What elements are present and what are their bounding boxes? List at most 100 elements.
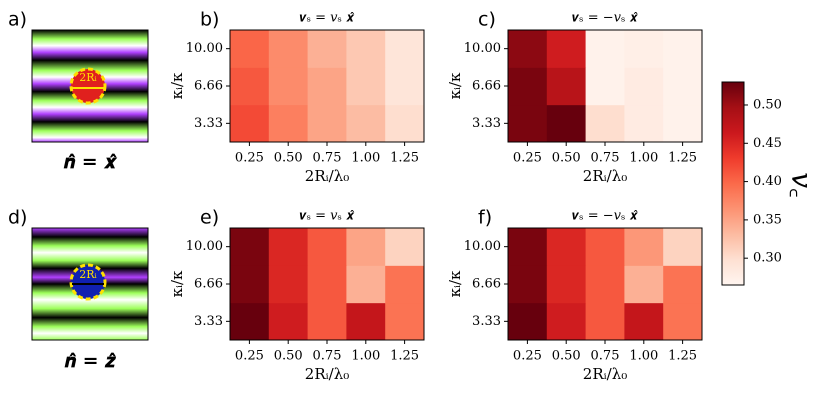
heatmap-cell — [268, 265, 309, 304]
heatmap-cell — [585, 228, 625, 266]
caption: 𝒏̂ = 𝒙̂ — [63, 151, 118, 173]
heatmap-cell — [585, 302, 625, 341]
caption: 𝒏̂ = 𝒛̂ — [64, 350, 116, 372]
x-tick-label: 0.25 — [513, 349, 542, 364]
colorbar-label: 𝑣꜀ — [786, 172, 819, 198]
y-tick-label: 6.66 — [472, 79, 501, 94]
x-tick-label: 0.25 — [235, 151, 264, 166]
x-tick-label: 0.25 — [513, 151, 542, 166]
heatmap-cell — [624, 30, 664, 68]
panel-label: c) — [478, 9, 496, 31]
heatmap-cell — [585, 104, 625, 143]
y-axis-label: κᵢ/κ — [168, 72, 186, 99]
heatmap-cell — [307, 228, 347, 266]
y-tick-label: 10.00 — [464, 41, 501, 56]
x-axis-label: 2Rᵢ/λ₀ — [583, 167, 627, 185]
colorbar-tick-label: 0.45 — [753, 136, 782, 151]
heatmap-cell — [585, 265, 625, 304]
heatmap-cell — [663, 30, 703, 68]
heatmap-cell — [307, 265, 347, 304]
y-tick-label: 10.00 — [464, 239, 501, 254]
heatmap-cell — [508, 30, 548, 68]
colorbar-tick-label: 0.50 — [753, 97, 782, 112]
heatmap-cell — [546, 67, 587, 106]
heatmap-cell — [585, 67, 625, 106]
heatmap-cell — [268, 302, 309, 341]
x-tick-label: 0.50 — [274, 151, 303, 166]
panel-label: d) — [8, 207, 27, 229]
x-tick-label: 0.50 — [274, 349, 303, 364]
heatmap-cell — [385, 67, 425, 106]
x-tick-label: 1.00 — [629, 151, 658, 166]
y-axis-label: κᵢ/κ — [446, 270, 464, 297]
y-tick-label: 6.66 — [472, 277, 501, 292]
chart-title: 𝒗ₛ = −𝑣ₛ 𝒙̂ — [572, 11, 638, 26]
heatmap-cell — [230, 265, 270, 304]
heatmap-cell — [508, 228, 548, 266]
colorbar-tick-label: 0.40 — [753, 174, 782, 189]
heatmap-cell — [663, 302, 703, 341]
x-axis-label: 2Rᵢ/λ₀ — [583, 365, 627, 383]
colorbar-tick-label: 0.30 — [753, 251, 782, 266]
x-tick-label: 0.75 — [591, 151, 620, 166]
panel-label: e) — [200, 207, 219, 229]
y-axis-label: κᵢ/κ — [446, 72, 464, 99]
heatmap-cell — [230, 67, 270, 106]
x-tick-label: 1.00 — [351, 151, 380, 166]
y-tick-label: 3.33 — [194, 314, 223, 329]
y-axis-label: κᵢ/κ — [168, 270, 186, 297]
y-tick-label: 10.00 — [186, 239, 223, 254]
x-tick-label: 1.25 — [668, 151, 697, 166]
y-tick-label: 6.66 — [194, 79, 223, 94]
heatmap-cell — [346, 302, 386, 341]
heatmap-cell — [385, 228, 425, 266]
annotation: 2Rᵢ — [79, 71, 97, 84]
heatmap-cell — [546, 30, 587, 68]
inclusion — [69, 263, 107, 301]
x-tick-label: 0.50 — [552, 151, 581, 166]
heatmap-cell — [307, 67, 347, 106]
heatmap-cell — [230, 30, 270, 68]
colorbar-tick-label: 0.35 — [753, 212, 782, 227]
heatmap-cell — [624, 228, 664, 266]
heatmap-cell — [268, 228, 309, 266]
x-tick-label: 1.25 — [390, 151, 419, 166]
heatmap-cell — [385, 265, 425, 304]
heatmap-cell — [268, 30, 309, 68]
chart-title: 𝒗ₛ = −𝑣ₛ 𝒙̂ — [572, 209, 638, 224]
heatmap-cell — [663, 67, 703, 106]
heatmap-cell — [624, 104, 664, 143]
annotation: 2Rᵢ — [79, 268, 97, 281]
x-tick-label: 1.25 — [390, 349, 419, 364]
heatmap-cell — [385, 104, 425, 143]
x-axis-label: 2Rᵢ/λ₀ — [305, 167, 349, 185]
y-tick-label: 10.00 — [186, 41, 223, 56]
x-axis-label: 2Rᵢ/λ₀ — [305, 365, 349, 383]
heatmap-cell — [624, 67, 664, 106]
heatmap-cell — [346, 67, 386, 106]
heatmap-cell — [230, 228, 270, 266]
heatmap-cell — [508, 302, 548, 341]
x-tick-label: 0.75 — [591, 349, 620, 364]
inclusion — [69, 67, 107, 105]
heatmap-cell — [624, 265, 664, 304]
panel-label: a) — [8, 9, 27, 31]
x-tick-label: 1.00 — [351, 349, 380, 364]
heatmap-cell — [508, 104, 548, 143]
heatmap-cell — [307, 302, 347, 341]
heatmap-cell — [268, 104, 309, 143]
y-tick-label: 3.33 — [472, 314, 501, 329]
x-tick-label: 0.75 — [313, 349, 342, 364]
heatmap-cell — [385, 302, 425, 341]
heatmap-cell — [508, 67, 548, 106]
heatmap-cell — [307, 104, 347, 143]
heatmap-cell — [268, 67, 309, 106]
heatmap-cell — [346, 30, 386, 68]
heatmap-cell — [546, 104, 587, 143]
x-tick-label: 1.25 — [668, 349, 697, 364]
x-tick-label: 0.50 — [552, 349, 581, 364]
heatmap-cell — [663, 228, 703, 266]
x-tick-label: 0.25 — [235, 349, 264, 364]
y-tick-label: 6.66 — [194, 277, 223, 292]
